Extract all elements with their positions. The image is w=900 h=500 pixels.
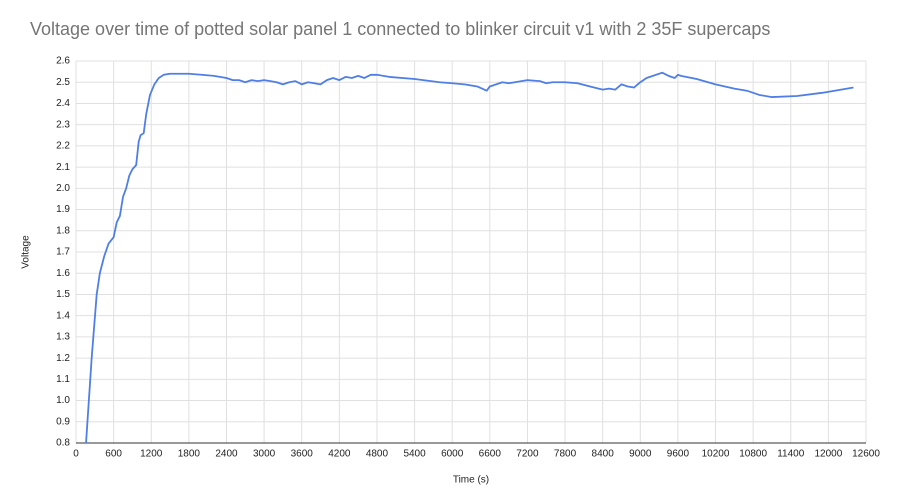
x-tick-label: 1200: [140, 449, 163, 460]
y-tick-label: 2.5: [56, 77, 70, 88]
x-tick-label: 5400: [403, 449, 426, 460]
x-axis-title: Time (s): [453, 475, 489, 486]
x-tick-label: 6000: [441, 449, 464, 460]
x-tick-label: 10200: [702, 449, 730, 460]
y-tick-label: 2.0: [56, 183, 70, 194]
y-tick-label: 1.5: [56, 289, 70, 300]
x-tick-label: 2400: [215, 449, 238, 460]
y-tick-label: 2.4: [56, 98, 70, 109]
y-tick-label: 1.1: [56, 374, 70, 385]
x-tick-label: 3000: [253, 449, 276, 460]
x-tick-label: 1800: [178, 449, 201, 460]
chart-title: Voltage over time of potted solar panel …: [30, 19, 770, 39]
y-tick-label: 1.6: [56, 268, 70, 279]
x-tick-label: 11400: [777, 449, 805, 460]
y-tick-label: 1.4: [56, 310, 70, 321]
x-tick-label: 7800: [554, 449, 577, 460]
x-tick-label: 0: [73, 449, 79, 460]
x-tick-label: 600: [105, 449, 122, 460]
y-tick-label: 1.2: [56, 353, 70, 364]
y-tick-label: 1.3: [56, 332, 70, 343]
x-tick-label: 10800: [739, 449, 767, 460]
y-tick-label: 1.9: [56, 204, 70, 215]
y-tick-label: 1.0: [56, 395, 70, 406]
y-tick-label: 2.6: [56, 56, 70, 67]
x-tick-label: 3600: [291, 449, 314, 460]
x-tick-label: 8400: [592, 449, 615, 460]
y-tick-label: 1.7: [56, 247, 70, 258]
y-tick-label: 2.2: [56, 141, 70, 152]
x-tick-label: 4800: [366, 449, 389, 460]
x-tick-label: 4200: [328, 449, 351, 460]
y-axis-title: Voltage: [21, 235, 32, 269]
x-tick-label: 6600: [479, 449, 502, 460]
x-tick-label: 9000: [629, 449, 652, 460]
x-tick-label: 7200: [516, 449, 539, 460]
line-series: [85, 71, 854, 444]
y-tick-label: 2.1: [56, 162, 70, 173]
y-tick-label: 0.8: [56, 438, 70, 449]
x-tick-label: 12600: [852, 449, 880, 460]
y-tick-label: 2.3: [56, 119, 70, 130]
x-tick-label: 9600: [667, 449, 690, 460]
y-tick-label: 0.9: [56, 416, 70, 427]
x-tick-label: 12000: [814, 449, 842, 460]
y-tick-label: 1.8: [56, 225, 70, 236]
